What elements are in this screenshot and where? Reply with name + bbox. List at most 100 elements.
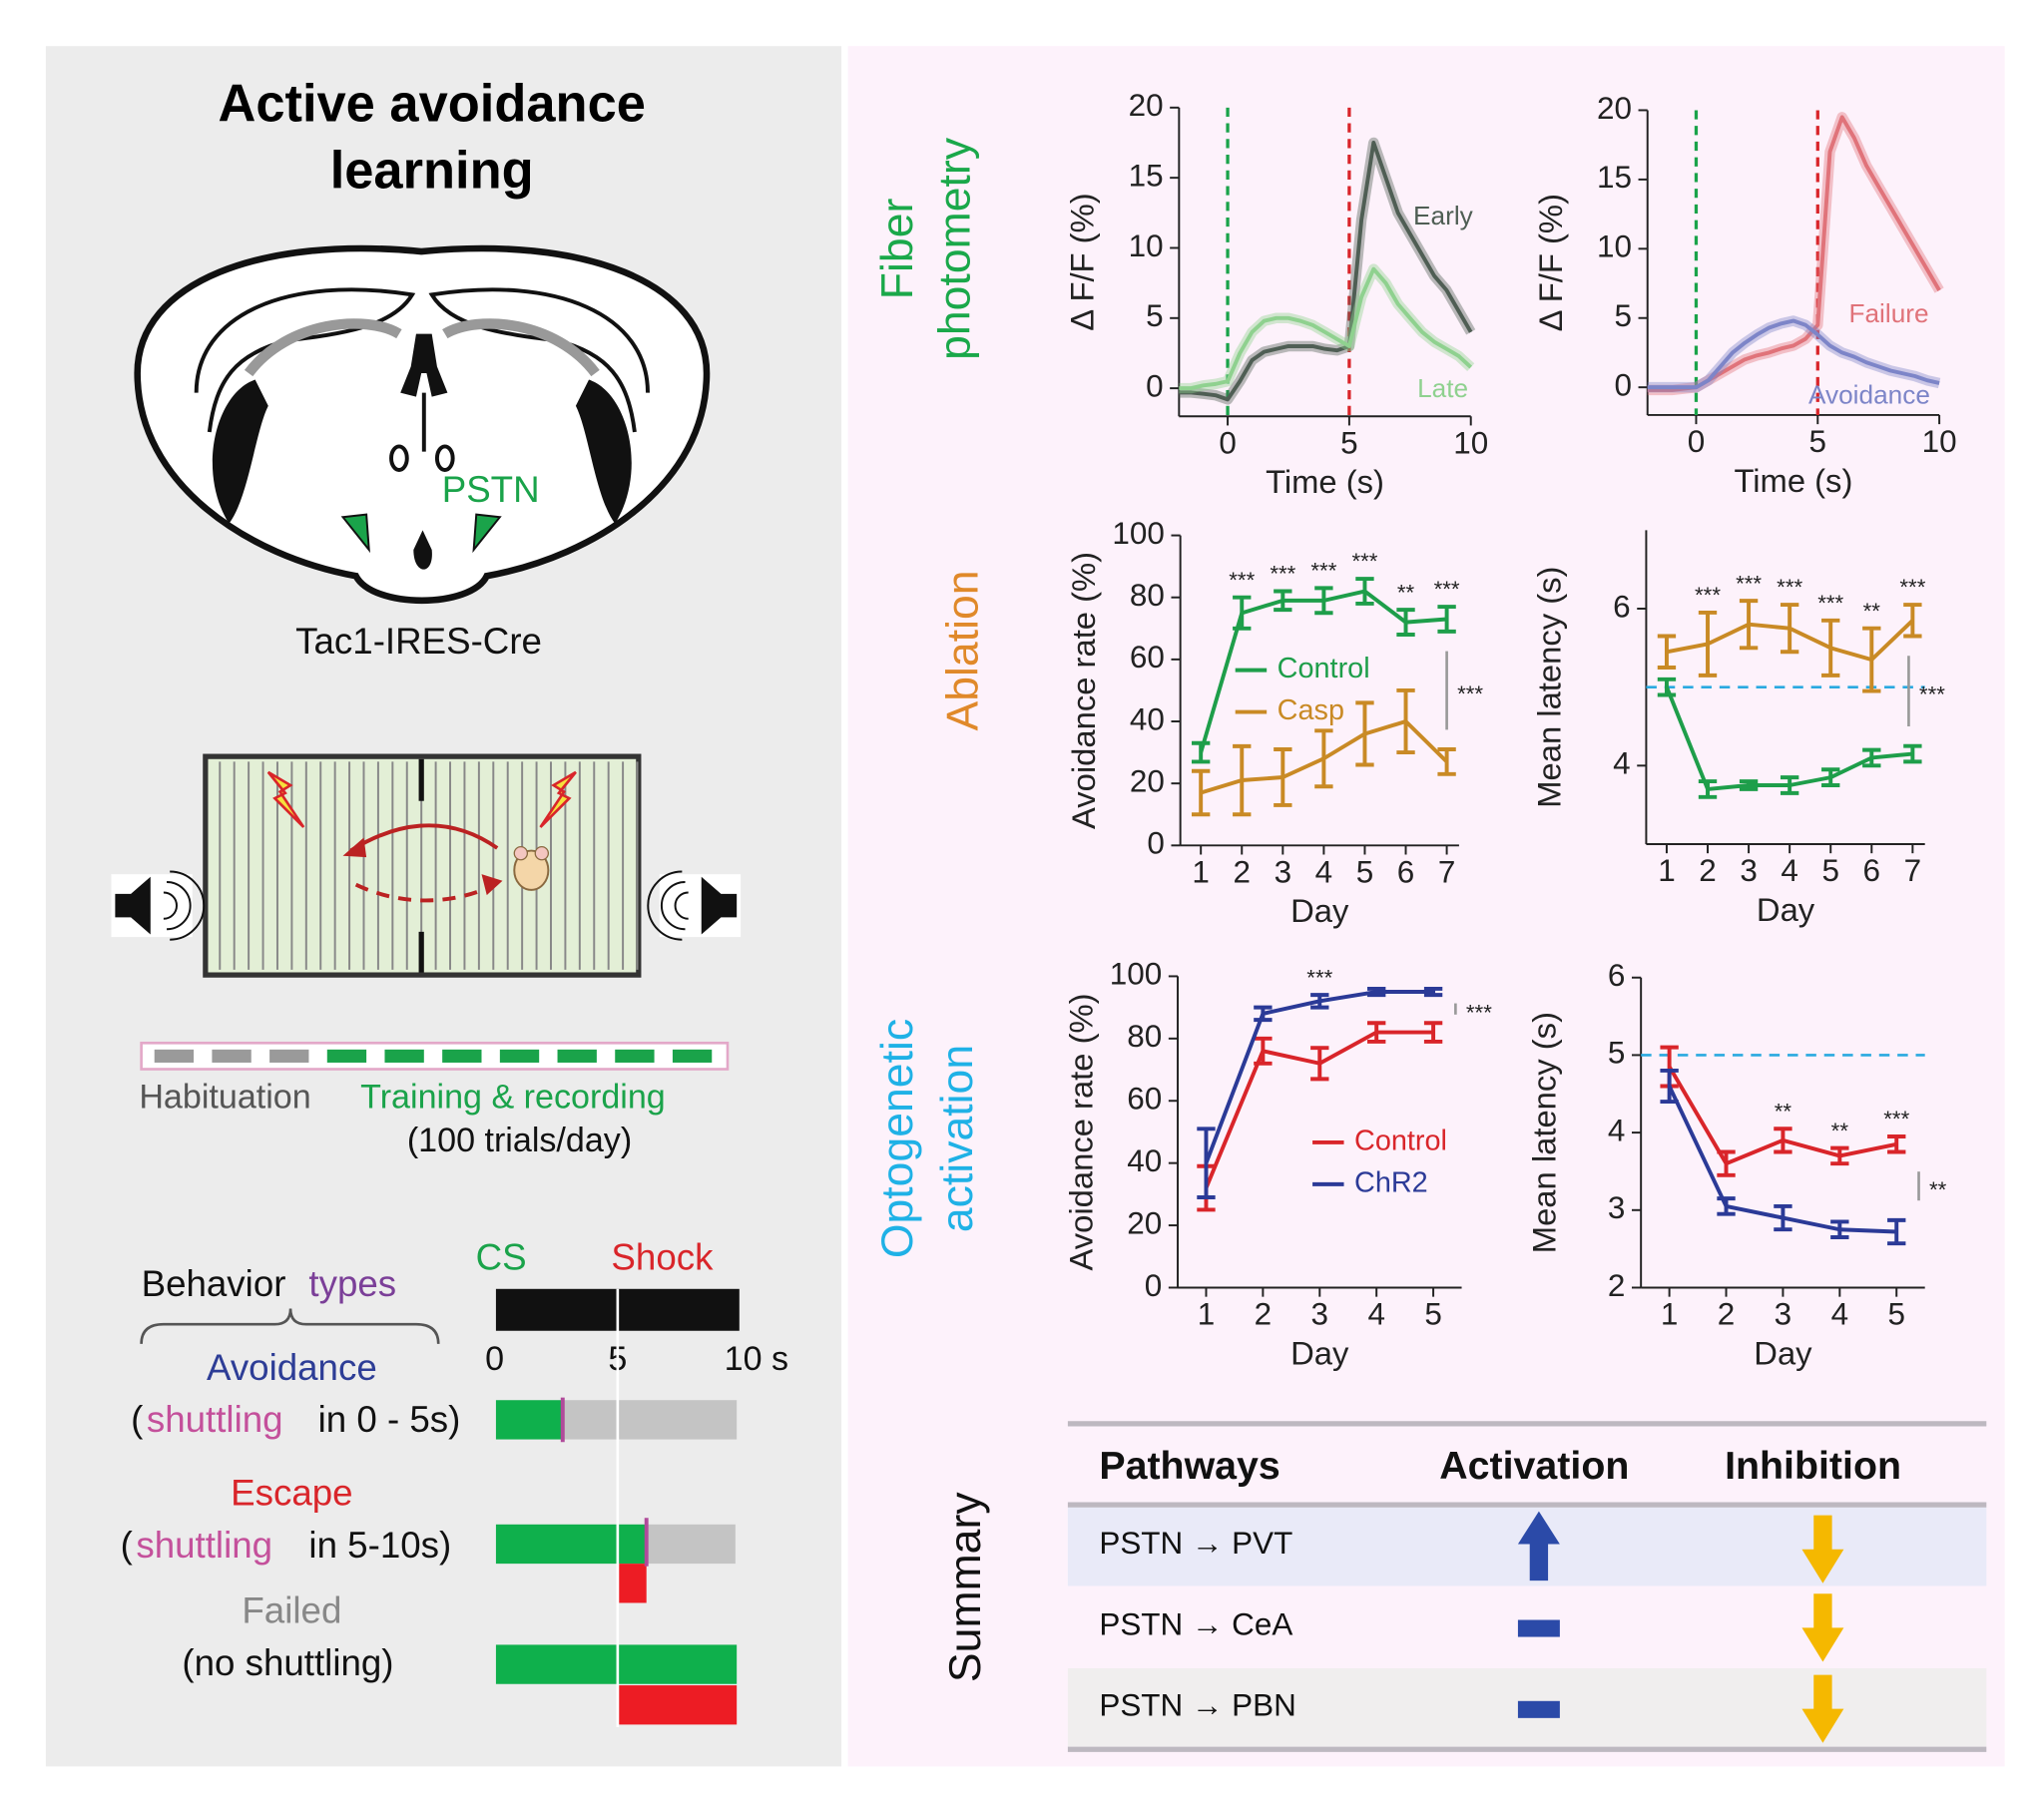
shock-label: Shock [611,1237,714,1278]
arrow-solid [349,823,499,853]
error-bar [1396,687,1415,755]
y-tick-label: 5 [1608,1036,1626,1071]
error-bar [1192,740,1211,764]
timeline-label: Habituation [139,1079,310,1117]
x-axis-label: Time (s) [1266,463,1384,500]
x-tick-label: 5 [1821,853,1839,888]
x-tick-label: 4 [1315,854,1333,889]
x-tick-label: 1 [1192,854,1210,889]
brain-label: PSTN [442,469,540,510]
lightning [266,770,305,828]
x-tick-label: 0 [1219,425,1237,460]
significance-star: ** [1863,599,1881,624]
error-bar [1423,986,1443,998]
x-tick-label: 2 [1255,1297,1273,1332]
y-axis-label: Avoidance rate (%) [1062,993,1099,1270]
y-tick-label: 5 [1614,298,1632,333]
significance-star: ** [1831,1119,1849,1143]
significance-star: *** [1883,1107,1909,1131]
significance-star: *** [1695,583,1721,608]
y-tick-label: 3 [1608,1190,1626,1225]
error-bar [1660,1068,1679,1104]
error-bar [1274,747,1292,807]
activation-up [1517,1511,1560,1581]
error-bar [1423,1021,1443,1044]
y-tick-label: 40 [1130,701,1165,736]
hippocampus [442,318,600,377]
y-tick-label: 80 [1127,1019,1162,1054]
behavior-desc: in 0 - 5s) [318,1399,461,1440]
y-axis-label: Mean latency (s) [1531,567,1568,808]
legend-label: Control [1354,1126,1447,1157]
sound-wave [163,891,178,920]
behavior-desc: ( [131,1399,143,1440]
ventricle [400,333,448,397]
lightning [539,770,577,828]
x-tick-label: 5 [1809,424,1827,459]
significance-star: *** [1777,575,1802,600]
x-tick-label: 4 [1831,1297,1849,1332]
speaker [701,876,738,935]
significance-star: *** [1736,571,1762,596]
error-bar [1774,1127,1792,1154]
y-tick-label: 0 [1614,367,1632,402]
row-label: photometry [931,137,980,360]
timeline-day [212,1049,252,1063]
x-tick-label: 2 [1234,854,1252,889]
significance-star: *** [1434,577,1460,602]
row-label: activation [933,1045,982,1232]
y-tick-label: 60 [1130,640,1165,675]
sound-wave [647,870,683,941]
behavior-desc: in 5-10s) [308,1525,451,1566]
error-bar [1367,986,1386,998]
timeline-day [557,1049,597,1063]
y-tick-label: 4 [1608,1113,1626,1147]
row-label: Summary [941,1492,990,1682]
y-tick-label: 10 [1597,229,1632,264]
significance-label: *** [1919,682,1945,707]
error-bar [1396,608,1415,637]
timeline-label: Training & recording [360,1079,666,1117]
hippocampus [244,318,402,377]
activation-none [1517,1700,1560,1718]
timeline-day [615,1049,655,1063]
ventricle-small [434,444,455,472]
significance-star: ** [1397,580,1415,605]
error-bar [1887,1217,1906,1246]
pstn-region [472,513,502,554]
error-bar [1717,1149,1736,1177]
row-label: Optogenetic [873,1019,922,1258]
y-tick-label: 80 [1130,578,1165,613]
escape-shock [619,1564,647,1603]
mouse-ear [534,845,550,861]
behavior-desc: ( [121,1525,133,1566]
mouse [513,849,550,891]
row-bg [1067,1507,1987,1586]
series-label: Late [1417,373,1468,403]
behavior-desc: shuttling [136,1525,272,1566]
series-label: Early [1413,201,1474,230]
timeline-day [154,1049,195,1063]
significance-star: *** [1306,965,1332,990]
series-label: Avoidance [1808,380,1930,410]
significance-star: *** [1899,575,1925,600]
mouse-line: Tac1-IRES-Cre [295,621,542,662]
timeline-day [384,1049,424,1063]
third-ventricle [413,530,432,570]
x-tick-label: 5 [1887,1297,1905,1332]
title: Active avoidance [218,76,645,134]
error-bar [1310,993,1329,1010]
x-tick-label: 3 [1311,1297,1329,1332]
table-header: Activation [1439,1444,1629,1488]
error-bar [1862,747,1881,768]
error-bar [1739,779,1759,791]
y-tick-label: 20 [1130,763,1165,798]
legend-label: ChR2 [1354,1167,1428,1199]
x-axis-label: Day [1757,891,1815,928]
timeline-day [672,1049,713,1063]
legend-label: Casp [1278,694,1344,726]
error-bar [1274,589,1292,613]
inhibition-down [1801,1674,1844,1743]
